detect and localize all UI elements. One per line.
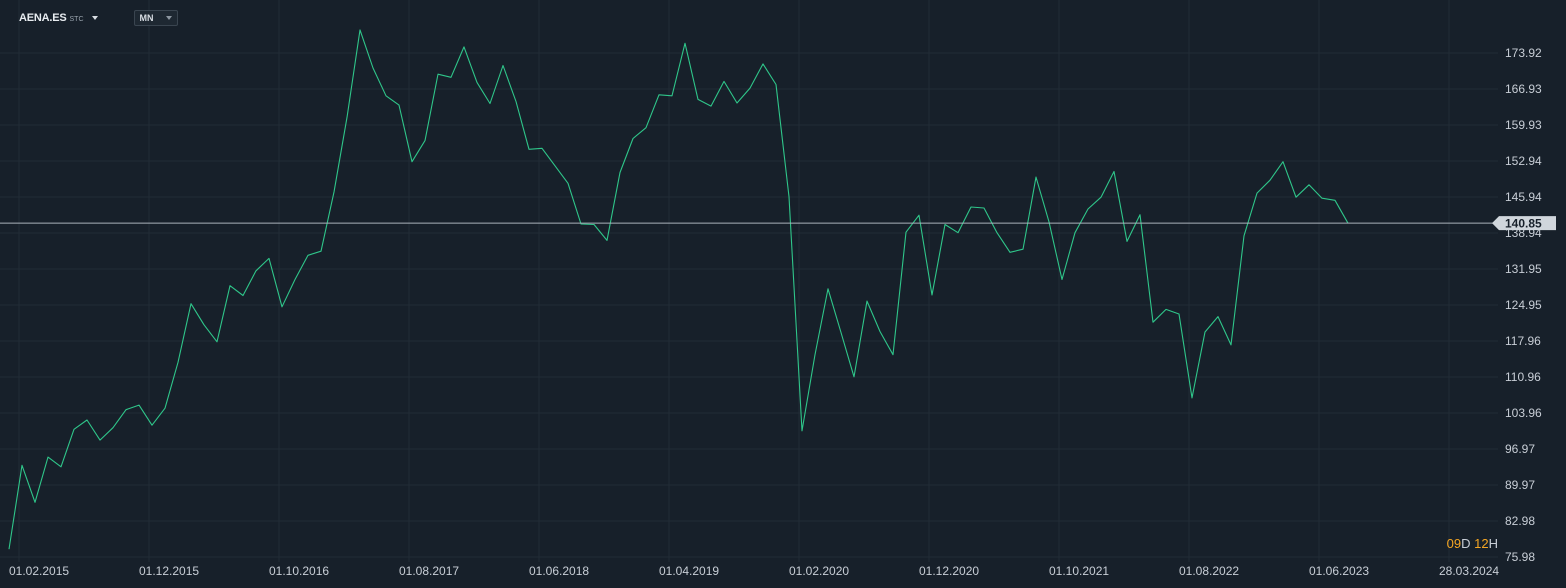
caret-down-icon[interactable] — [165, 16, 172, 20]
y-tick-label: 131.95 — [1505, 262, 1542, 276]
chart-toolbar: AENA.ES STC MN — [19, 9, 178, 27]
x-tick-label: 01.06.2023 — [1309, 564, 1369, 578]
y-tick-label: 89.97 — [1505, 478, 1535, 492]
x-tick-label: 28.03.2024 — [1439, 564, 1499, 578]
symbol-selector[interactable]: AENA.ES STC — [19, 12, 98, 24]
y-tick-label: 82.98 — [1505, 514, 1535, 528]
x-tick-label: 01.02.2020 — [789, 564, 849, 578]
y-tick-label: 110.96 — [1505, 370, 1541, 384]
x-tick-label: 01.02.2015 — [9, 564, 69, 578]
countdown-days-unit: D — [1461, 536, 1471, 551]
y-tick-label: 75.98 — [1505, 550, 1535, 564]
countdown-hours: 12 — [1474, 536, 1489, 551]
x-axis: 01.02.2015 01.12.2015 01.10.2016 01.08.2017… — [9, 564, 1499, 578]
x-tick-label: 01.10.2016 — [269, 564, 329, 578]
y-tick-label: 103.96 — [1505, 406, 1542, 420]
symbol-name: AENA.ES — [19, 12, 67, 24]
timeframe-select[interactable]: MN — [133, 10, 178, 26]
y-tick-label: 152.94 — [1505, 154, 1542, 168]
countdown-days: 09 — [1446, 536, 1462, 551]
y-tick-label: 159.93 — [1505, 118, 1542, 132]
bar-countdown: 09D 12H — [1447, 536, 1498, 551]
caret-down-icon[interactable] — [91, 16, 98, 20]
y-tick-label: 173.92 — [1505, 46, 1542, 60]
horizontal-grid — [0, 52, 1498, 558]
symbol-type: STC — [69, 15, 84, 23]
timeframe-value: MN — [139, 13, 154, 23]
y-axis: 173.92166.93159.93152.94145.94138.94131.… — [1505, 46, 1542, 564]
x-tick-label: 01.12.2020 — [919, 564, 979, 578]
price-series — [8, 29, 1349, 550]
y-tick-label: 117.96 — [1505, 334, 1541, 348]
countdown-hours-unit: H — [1488, 536, 1498, 551]
x-tick-label: 01.12.2015 — [139, 564, 199, 578]
x-tick-label: 01.10.2021 — [1049, 564, 1109, 578]
y-tick-label: 145.94 — [1505, 190, 1542, 204]
x-tick-label: 01.04.2019 — [659, 564, 719, 578]
current-price-tag: 140.85 — [1492, 216, 1556, 231]
y-tick-label: 96.97 — [1505, 442, 1535, 456]
x-tick-label: 01.08.2017 — [399, 564, 459, 578]
price-tag-bg — [1492, 216, 1556, 231]
price-tag-value: 140.85 — [1505, 217, 1542, 231]
series-line — [8, 29, 1349, 550]
y-tick-label: 124.95 — [1505, 298, 1542, 312]
vertical-grid — [18, 0, 1450, 562]
y-tick-label: 166.93 — [1505, 82, 1542, 96]
x-tick-label: 01.06.2018 — [529, 564, 589, 578]
x-tick-label: 01.08.2022 — [1179, 564, 1239, 578]
